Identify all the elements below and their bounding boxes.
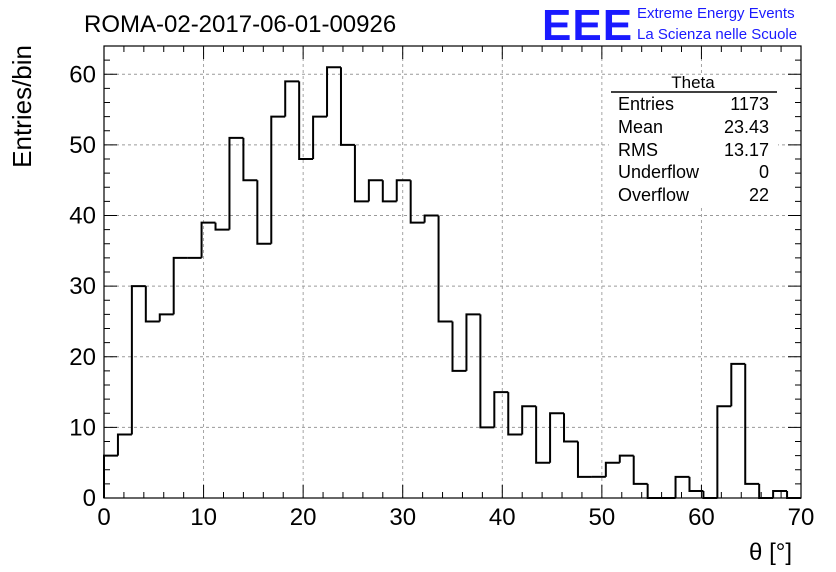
axis-ticks [103,45,802,499]
histogram-bin [632,455,648,485]
stats-value-rms: 13.17 [724,140,769,160]
histogram-bin [103,454,118,498]
histogram-bin [242,137,258,182]
histogram-bin [479,314,495,429]
histogram-bin [688,476,704,492]
stats-label-entries: Entries [618,94,674,114]
histogram-bin [214,222,230,231]
eee-logo-letters: EEE [542,1,633,50]
y-tick-label: 60 [69,61,96,88]
x-tick-label: 50 [589,504,616,531]
histogram-bin [130,285,146,435]
x-tick-label: 20 [290,504,317,531]
stats-value-entries: 1173 [730,94,769,114]
histogram-bin [507,392,523,436]
histogram-bin [228,136,244,230]
y-tick-label: 10 [69,414,96,441]
y-tick-label: 30 [69,273,96,300]
histogram-bin [493,391,509,428]
stats-label-overflow: Overflow [618,185,690,205]
stats-title: Theta [671,73,715,92]
histogram-bin [284,80,300,117]
x-tick-label: 70 [788,504,815,531]
logo-line-1: Extreme Energy Events [637,5,795,22]
histogram-bin [563,413,578,443]
stats-value-overflow: 22 [749,185,769,205]
stats-value-mean: 23.43 [724,117,769,137]
histogram-bin [409,180,425,224]
stats-label-mean: Mean [618,117,663,137]
histogram-bin [437,215,453,323]
x-tick-label: 10 [190,504,217,531]
tick-labels: 0 10 20 30 40 50 60 70 0 10 20 30 40 50 60 [69,61,814,531]
histogram-bin [549,412,565,463]
histogram-bin [744,363,760,485]
x-tick-label: 60 [688,504,715,531]
histogram-bin [270,115,286,244]
histogram-bin [158,313,174,322]
histogram-bin [604,461,620,477]
stats-label-underflow: Underflow [618,162,700,182]
eee-logo: EEE Extreme Energy Events La Scienza nel… [542,1,797,50]
y-tick-label: 20 [69,344,96,371]
y-tick-label: 50 [69,132,96,159]
histogram-bin [172,256,188,315]
histogram-bin [535,406,551,464]
histogram-bin [646,483,662,499]
histogram-bin [674,475,690,498]
histogram-bin [618,454,634,463]
stats-box-background [609,76,778,206]
stats-label-rms: RMS [618,140,658,160]
stats-box: Theta Entries 1173 Mean 23.43 RMS 13.17 … [609,73,778,206]
histogram-bin [772,489,788,498]
histogram-bin [200,221,216,258]
histogram-series [103,66,801,499]
histogram-bin [576,441,592,478]
chart-title: ROMA-02-2017-06-01-00926 [84,11,396,38]
histogram-bin [381,180,397,203]
histogram-bin [144,286,160,323]
histogram-bin [465,313,481,371]
histogram-bin [312,115,328,159]
histogram-bin [702,490,718,499]
logo-line-2: La Scienza nelle Scuole [637,26,797,43]
x-tick-label: 30 [389,504,416,531]
y-tick-label: 0 [83,485,96,512]
histogram-bin [786,490,801,499]
histogram-bin [256,180,272,245]
histogram-bin [451,321,467,372]
x-tick-label: 0 [97,504,110,531]
histogram-bin [116,433,132,456]
histogram-bin [716,405,732,498]
histogram-bin [395,179,411,202]
histogram-bin [730,362,746,407]
histogram-bin [521,405,537,435]
x-axis-label: θ [°] [749,539,792,566]
histogram-bin [367,179,383,202]
histogram-bin [423,214,439,223]
histogram-bin [353,144,369,203]
y-axis-label: Entries/bin [7,45,37,168]
y-tick-label: 40 [69,203,96,230]
histogram-bin [339,67,355,146]
histogram-bin [298,81,314,160]
histogram-bin [326,66,341,117]
x-tick-label: 40 [489,504,516,531]
stats-value-underflow: 0 [759,162,769,182]
